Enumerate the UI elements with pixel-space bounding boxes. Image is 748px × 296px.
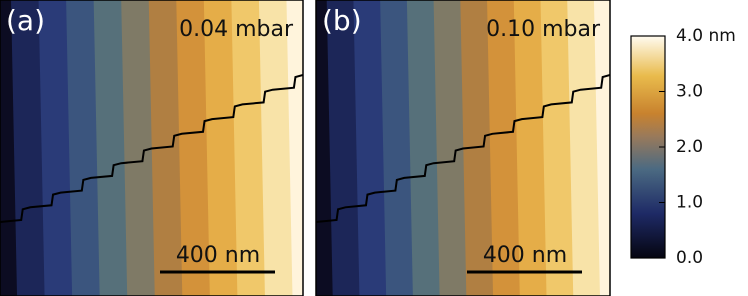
height-profile xyxy=(0,74,303,223)
panel-label: (b) xyxy=(322,4,362,37)
scale-bar-label: 400 nm xyxy=(483,243,567,268)
tick-label: 1.0 xyxy=(676,193,703,213)
panels: (a) 0.04 mbar 400 nm (b) 0.10 mbar 400 nm xyxy=(0,0,611,296)
tick-label: 3.0 xyxy=(676,82,703,102)
pressure-label: 0.04 mbar xyxy=(179,17,294,42)
terrace xyxy=(326,0,361,296)
panel-frame xyxy=(0,0,304,296)
terrace xyxy=(286,0,303,296)
terrace xyxy=(11,0,46,296)
terrace xyxy=(121,0,156,296)
terrace xyxy=(231,0,266,296)
terrace xyxy=(38,0,74,296)
afm-image: (a) 0.04 mbar 400 nm xyxy=(0,0,303,296)
height-profile xyxy=(316,74,610,223)
tick-label: 2.0 xyxy=(676,137,703,157)
terrace xyxy=(203,0,239,296)
tick-label: 0.0 xyxy=(676,248,703,268)
terrace xyxy=(513,0,548,296)
terrace xyxy=(353,0,388,296)
terrace xyxy=(567,0,601,296)
terrace xyxy=(406,0,441,296)
terrace xyxy=(66,0,101,296)
scale-bar-label: 400 nm xyxy=(176,243,260,268)
terrace xyxy=(176,0,211,296)
colorbar-ticks: 4.0 nm 3.0 2.0 1.0 0.0 xyxy=(659,26,736,268)
terrace xyxy=(433,0,468,296)
terrace xyxy=(540,0,575,296)
pressure-label: 0.10 mbar xyxy=(486,17,601,42)
terrace xyxy=(258,0,294,296)
terrace xyxy=(380,0,414,296)
terrace xyxy=(93,0,129,296)
tick-label: 4.0 nm xyxy=(676,26,736,46)
afm-image: (b) 0.10 mbar 400 nm xyxy=(316,0,610,296)
terrace xyxy=(487,0,521,296)
panel-frame xyxy=(315,0,611,296)
panel-label: (a) xyxy=(6,4,45,37)
terrace xyxy=(593,0,610,296)
